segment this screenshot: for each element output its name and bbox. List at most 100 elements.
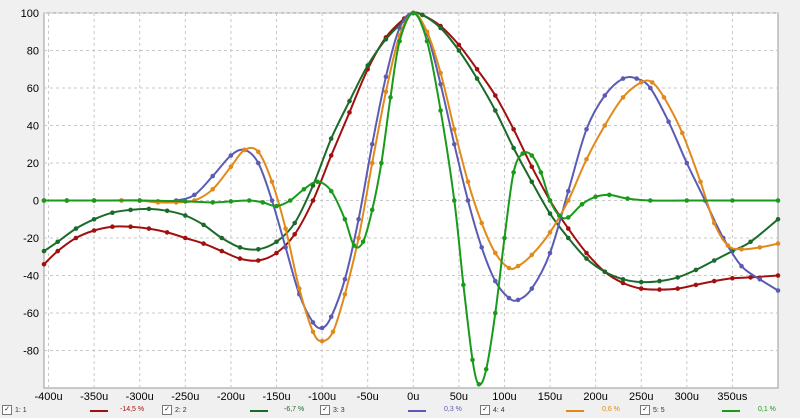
data-point — [310, 320, 316, 325]
data-point — [310, 329, 316, 335]
legend-item-4[interactable]: ✓ 4: 4 — [480, 403, 505, 417]
x-tick-label: 250u — [629, 391, 653, 402]
legend-value: -14,5 % — [120, 406, 145, 413]
data-point — [493, 108, 498, 113]
data-point — [638, 279, 644, 285]
y-tick-label: -40 — [23, 271, 39, 283]
data-point — [201, 241, 206, 246]
plot: 100 80 60 40 20 0 -20 -40 -60 -80 -400u -350u -300u… — [21, 8, 781, 402]
data-point — [228, 164, 234, 170]
data-point — [566, 215, 571, 220]
data-point — [634, 76, 639, 81]
data-point — [146, 206, 152, 212]
legend-label: 1: 1 — [15, 406, 27, 414]
data-point — [164, 208, 170, 214]
data-point — [328, 188, 334, 194]
data-point — [698, 179, 703, 185]
data-point — [470, 357, 475, 363]
data-point — [456, 48, 462, 53]
legend-item-1[interactable]: ✓ 1: 1 — [2, 403, 27, 417]
checkbox-icon[interactable]: ✓ — [2, 405, 12, 415]
y-tick-label: -20 — [23, 233, 39, 245]
data-point — [547, 198, 553, 203]
data-point — [269, 198, 275, 203]
legend-swatch — [566, 410, 584, 412]
data-point — [424, 29, 430, 35]
checkbox-icon[interactable]: ✓ — [480, 405, 490, 415]
data-point — [255, 149, 261, 155]
x-tick-label: 0u — [407, 391, 419, 402]
data-point — [775, 198, 781, 203]
data-point — [775, 241, 781, 246]
data-point — [315, 179, 320, 185]
legend-label: 3: 3 — [333, 406, 345, 414]
data-point — [775, 217, 781, 222]
data-point — [360, 239, 366, 245]
legend-item-3[interactable]: ✓ 3: 3 — [320, 403, 345, 417]
data-point — [602, 93, 608, 98]
data-point — [648, 85, 653, 91]
data-point — [41, 262, 47, 267]
data-point — [579, 202, 585, 207]
data-point — [529, 286, 535, 291]
data-point — [452, 127, 457, 132]
data-point — [566, 235, 571, 241]
legend: ✓ 1: 1 -14,5 % ✓ 2: 2 -6,7 % ✓ 3: 3 0,3 … — [0, 402, 800, 418]
data-point — [666, 119, 671, 124]
data-point — [246, 198, 252, 203]
series-group — [41, 10, 781, 387]
checkbox-icon[interactable]: ✓ — [162, 405, 172, 415]
legend-swatch — [408, 410, 426, 412]
data-point — [502, 235, 507, 241]
data-point — [461, 282, 466, 288]
legend-label: 5: 5 — [653, 406, 665, 414]
data-point — [301, 187, 307, 192]
data-point — [725, 243, 731, 248]
x-tick-label: -350u — [80, 391, 108, 402]
checkbox-icon[interactable]: ✓ — [320, 405, 330, 415]
y-tick-label: -80 — [23, 346, 39, 358]
x-tick-label: 50u — [450, 391, 468, 402]
data-point — [661, 95, 667, 100]
legend-item-2[interactable]: ✓ 2: 2 — [162, 403, 187, 417]
data-point — [711, 278, 717, 284]
checkbox-icon[interactable]: ✓ — [640, 405, 650, 415]
data-point — [287, 198, 293, 203]
data-point — [684, 160, 690, 166]
data-point — [547, 211, 553, 216]
data-point — [474, 67, 480, 72]
data-point — [369, 207, 375, 213]
legend-label: 2: 2 — [175, 406, 187, 414]
legend-item-5[interactable]: ✓ 5: 5 — [640, 403, 665, 417]
data-point — [269, 179, 275, 185]
data-point — [383, 74, 389, 80]
data-point — [566, 198, 571, 203]
data-point — [438, 82, 443, 87]
data-point — [452, 142, 457, 147]
data-point — [228, 153, 234, 158]
data-point — [73, 235, 79, 241]
y-tick-label: 40 — [27, 121, 39, 133]
data-point — [506, 265, 512, 271]
data-point — [476, 382, 482, 387]
data-point — [620, 95, 626, 100]
data-point — [739, 247, 744, 252]
data-point — [183, 213, 188, 218]
data-point — [584, 250, 589, 256]
data-point — [55, 248, 60, 254]
x-tick-label: 350us — [717, 391, 747, 402]
x-tick-label: 150u — [538, 391, 562, 402]
data-point — [452, 198, 457, 203]
data-point — [110, 210, 115, 215]
x-tick-label: -300u — [126, 391, 154, 402]
data-point — [342, 217, 348, 222]
data-point — [365, 63, 371, 68]
data-point — [493, 250, 498, 256]
data-point — [342, 277, 348, 282]
data-point — [260, 200, 266, 205]
data-point — [625, 196, 630, 201]
data-point — [529, 179, 535, 185]
data-point — [274, 239, 279, 245]
data-point — [680, 130, 685, 136]
data-point — [192, 192, 197, 198]
